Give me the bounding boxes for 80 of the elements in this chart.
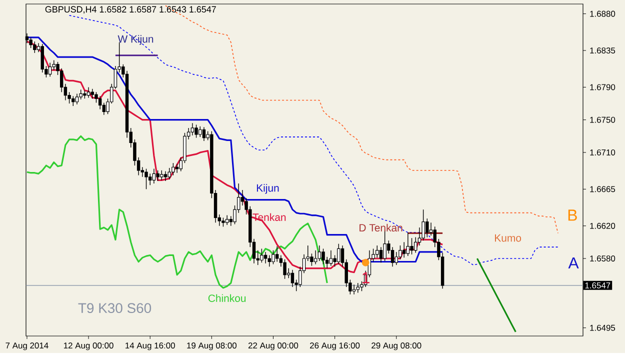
candlestick <box>318 245 322 262</box>
y-tick-label: 1.6665 <box>590 186 616 192</box>
chart-title: GBPUSD,H4 1.6582 1.6587 1.6543 1.6547 <box>45 6 216 14</box>
candlestick <box>152 168 156 184</box>
candlestick <box>264 252 268 264</box>
annotation: Chinkou <box>208 294 246 302</box>
candlestick <box>72 96 75 107</box>
y-tick-label: 1.6750 <box>590 117 616 124</box>
candlestick <box>314 250 318 265</box>
candlestick <box>156 170 160 182</box>
candlestick <box>402 242 406 258</box>
candlestick <box>198 126 202 138</box>
x-tick-label: 19 Aug 08:00 <box>187 342 237 350</box>
annotation: A <box>568 258 579 269</box>
annotation: Kumo <box>495 234 522 242</box>
x-tick-label: 12 Aug 00:00 <box>64 342 114 350</box>
candlestick <box>398 245 402 260</box>
annotation: B <box>568 210 577 221</box>
line-series <box>26 136 328 289</box>
candlestick <box>414 237 418 254</box>
candlestick <box>268 255 271 268</box>
y-tick-label: 1.6580 <box>590 256 616 262</box>
candlestick <box>79 90 82 100</box>
candlestick <box>202 127 206 142</box>
candlestick <box>225 215 229 226</box>
x-tick-label: 14 Aug 16:00 <box>126 342 175 350</box>
annotation: T9 K30 S60 <box>78 303 152 314</box>
candlestick <box>329 250 333 266</box>
candlestick <box>172 162 175 176</box>
candlestick <box>52 60 56 71</box>
y-tick-label: 1.6790 <box>590 84 616 90</box>
candlestick <box>352 284 356 295</box>
x-tick-label: 22 Aug 00:00 <box>248 342 298 350</box>
candlestick <box>90 88 94 100</box>
candlestick <box>426 218 429 238</box>
candlestick <box>394 252 398 266</box>
y-tick-label: 1.6835 <box>590 48 616 54</box>
candlestick <box>356 282 360 294</box>
candlestick <box>410 238 414 256</box>
candlestick <box>144 168 148 190</box>
candlestick <box>48 62 52 78</box>
candlestick <box>310 254 314 266</box>
annotation: D Tenkan <box>360 224 402 232</box>
candlestick <box>383 230 386 262</box>
y-tick-label: 1.6620 <box>590 223 616 230</box>
candlestick <box>190 122 194 136</box>
annotation: Kijun <box>256 184 279 194</box>
candlestick <box>102 102 106 116</box>
candlestick <box>422 209 425 242</box>
candlestick <box>75 94 79 105</box>
ref-line-label: 1.6547 <box>585 282 610 289</box>
x-tick-label: 29 Aug 08:00 <box>372 342 422 350</box>
y-tick-label: 1.6880 <box>590 11 616 18</box>
candlestick <box>29 37 32 49</box>
x-tick-label: 7 Aug 2014 <box>6 342 48 350</box>
candlestick <box>160 170 164 181</box>
candlestick <box>283 259 286 280</box>
candlestick <box>337 244 340 265</box>
candlestick <box>33 41 36 54</box>
candlestick <box>322 248 325 265</box>
candlestick <box>272 250 275 265</box>
candlestick <box>406 232 410 257</box>
candlestick <box>40 44 44 74</box>
candlestick <box>60 68 64 93</box>
candlestick <box>148 174 152 186</box>
y-tick-label: 1.6495 <box>590 325 616 332</box>
candlestick <box>164 171 168 182</box>
candlestick <box>98 96 102 110</box>
candlestick <box>275 246 279 262</box>
candlestick <box>194 124 198 138</box>
candlestick <box>168 168 171 180</box>
candlestick <box>379 246 383 264</box>
candlestick <box>240 190 244 206</box>
candlestick <box>376 245 379 258</box>
candlestick <box>290 270 294 288</box>
candlestick <box>390 246 394 268</box>
candlestick <box>260 248 264 264</box>
y-tick-label: 1.6710 <box>590 150 616 156</box>
annotation: W Kijun <box>118 35 154 46</box>
x-tick-label: 26 Aug 16:00 <box>310 342 360 350</box>
